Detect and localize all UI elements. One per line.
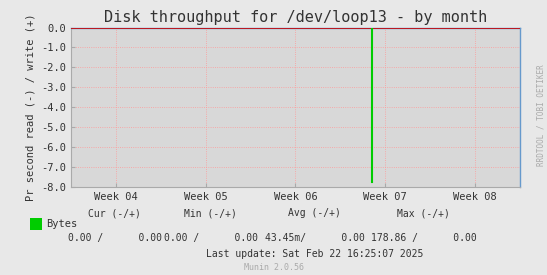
Text: 0.00 /      0.00: 0.00 / 0.00	[68, 233, 162, 243]
Text: Munin 2.0.56: Munin 2.0.56	[243, 263, 304, 272]
Text: 178.86 /      0.00: 178.86 / 0.00	[371, 233, 477, 243]
Text: Cur (-/+): Cur (-/+)	[89, 208, 141, 218]
Title: Disk throughput for /dev/loop13 - by month: Disk throughput for /dev/loop13 - by mon…	[104, 10, 487, 25]
Text: RRDTOOL / TOBI OETIKER: RRDTOOL / TOBI OETIKER	[537, 65, 546, 166]
Y-axis label: Pr second read (-) / write (+): Pr second read (-) / write (+)	[26, 13, 36, 201]
Text: 43.45m/      0.00: 43.45m/ 0.00	[265, 233, 364, 243]
Text: Max (-/+): Max (-/+)	[398, 208, 450, 218]
Text: Min (-/+): Min (-/+)	[184, 208, 237, 218]
Text: Bytes: Bytes	[46, 219, 78, 229]
Text: 0.00 /      0.00: 0.00 / 0.00	[164, 233, 258, 243]
Text: Last update: Sat Feb 22 16:25:07 2025: Last update: Sat Feb 22 16:25:07 2025	[206, 249, 423, 259]
Text: Avg (-/+): Avg (-/+)	[288, 208, 341, 218]
